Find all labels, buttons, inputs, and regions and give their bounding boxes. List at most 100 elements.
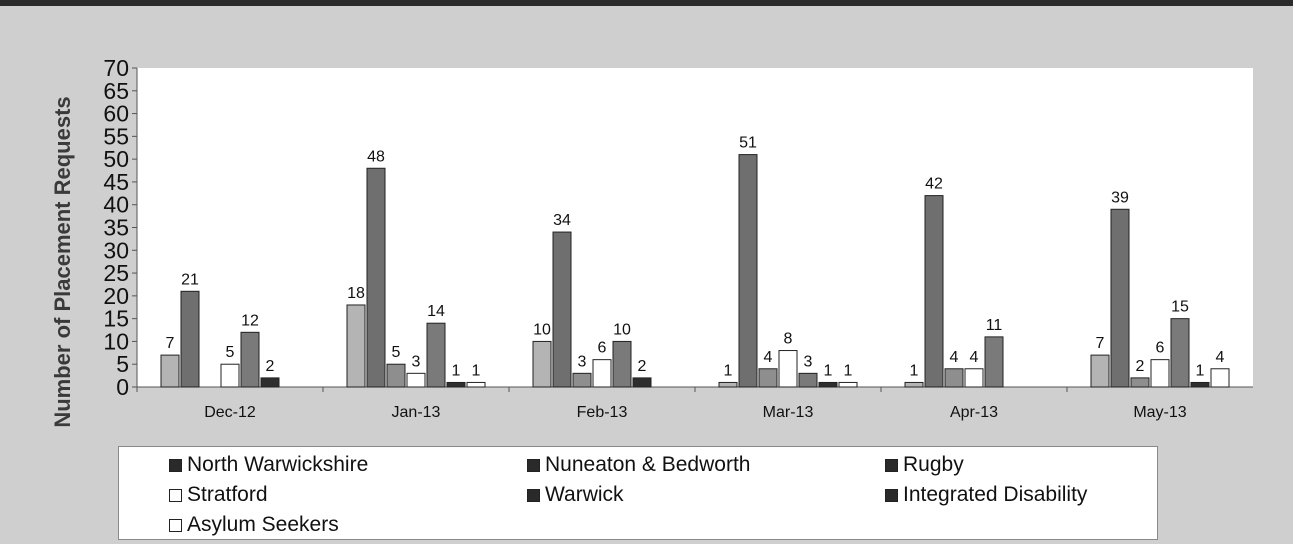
legend-swatch (885, 488, 898, 502)
legend-label: Nuneaton & Bedworth (545, 453, 751, 476)
bar (738, 154, 758, 388)
bar-value-label: 2 (1136, 358, 1145, 375)
legend-item: Stratford (169, 483, 268, 507)
y-tick-label: 10 (103, 328, 129, 354)
bar-value-label: 1 (452, 362, 461, 379)
bar-value-label: 7 (1096, 335, 1105, 352)
legend-item: Asylum Seekers (169, 513, 339, 537)
bar-value-label: 18 (347, 285, 365, 302)
bar (386, 363, 406, 388)
bar-value-label: 5 (226, 344, 235, 361)
y-tick-label: 20 (103, 283, 129, 309)
bar-value-label: 3 (578, 353, 587, 370)
bar-value-label: 11 (986, 317, 1003, 334)
x-tick-label: Jan-13 (392, 404, 441, 421)
x-tick-label: May-13 (1133, 404, 1186, 421)
x-axis: Dec-12 Jan-13 Feb-13 Mar-13 Apr-13 May-13 (136, 386, 1253, 421)
bar (260, 377, 280, 388)
bar-value-label: 7 (166, 335, 175, 352)
bar (426, 322, 446, 388)
bar-value-label: 4 (970, 349, 979, 366)
bar (964, 368, 984, 388)
bar (240, 331, 260, 388)
bar (466, 381, 486, 388)
bar (1110, 208, 1130, 388)
bar-value-label: 1 (1196, 362, 1205, 379)
bar (632, 377, 652, 388)
y-tick-label: 35 (103, 215, 129, 241)
y-tick-label: 50 (103, 146, 129, 172)
bar (220, 363, 240, 388)
bar (778, 350, 798, 388)
bar-value-label: 3 (804, 353, 813, 370)
bar (758, 368, 778, 388)
bar-value-label: 21 (181, 271, 199, 288)
bar-value-label: 1 (910, 362, 919, 379)
bar (552, 231, 572, 388)
bar-value-label: 4 (1216, 349, 1225, 366)
bar-value-label: 14 (427, 303, 445, 320)
legend-label: Stratford (187, 483, 268, 506)
bar (944, 368, 964, 388)
bar-value-label: 6 (598, 340, 607, 357)
y-tick-label: 30 (103, 237, 129, 263)
bar-value-label: 34 (553, 212, 571, 229)
bar-value-label: 15 (1171, 299, 1189, 316)
legend-label: Integrated Disability (903, 483, 1088, 506)
bar (1150, 359, 1170, 388)
bar-value-label: 4 (764, 349, 773, 366)
bar (346, 304, 366, 388)
bar-value-label: 51 (739, 135, 757, 152)
bar (160, 354, 180, 388)
legend-label: Asylum Seekers (187, 513, 339, 536)
y-tick-label: 25 (103, 260, 129, 286)
bar (1210, 368, 1230, 388)
bar (406, 372, 426, 388)
bar-value-label: 1 (844, 362, 853, 379)
legend-item: Rugby (885, 453, 964, 477)
legend-item: Integrated Disability (885, 483, 1087, 507)
y-tick-label: 5 (116, 351, 129, 377)
y-tick-label: 60 (103, 101, 129, 127)
bar (838, 381, 858, 388)
y-tick-label: 65 (103, 78, 129, 104)
bar (1090, 354, 1110, 388)
bar-value-label: 1 (472, 362, 481, 379)
y-tick-label: 55 (103, 123, 129, 149)
bar (798, 372, 818, 388)
legend-swatch (169, 458, 182, 472)
bar-value-label: 42 (925, 176, 943, 193)
bar (1170, 318, 1190, 388)
bar-value-label: 4 (950, 349, 959, 366)
bar (532, 340, 552, 388)
bar-value-label: 5 (392, 344, 401, 361)
bar-value-label: 1 (724, 362, 733, 379)
bar (612, 340, 632, 388)
y-tick-label: 70 (103, 55, 129, 81)
legend-swatch (885, 458, 898, 472)
bar (1190, 381, 1210, 388)
bar (904, 381, 924, 388)
y-tick-label: 45 (103, 169, 129, 195)
bar (984, 336, 1004, 388)
bar-value-label: 3 (412, 353, 421, 370)
legend-swatch (527, 488, 540, 502)
bar-value-label: 1 (824, 362, 833, 379)
legend-swatch (169, 518, 182, 532)
y-axis-title: Number of Placement Requests (50, 96, 75, 427)
plot-area (137, 68, 1253, 387)
legend-label: Rugby (903, 453, 964, 476)
bar (592, 359, 612, 388)
legend-label: Warwick (545, 483, 624, 506)
y-tick-label: 40 (103, 192, 129, 218)
bar (446, 381, 466, 388)
bar-value-label: 10 (613, 321, 631, 338)
legend-swatch (527, 458, 540, 472)
bar-value-label: 10 (533, 321, 551, 338)
x-tick-label: Apr-13 (950, 404, 998, 421)
bar-value-label: 48 (367, 148, 385, 165)
top-border (0, 0, 1293, 6)
legend-label: North Warwickshire (187, 453, 369, 476)
